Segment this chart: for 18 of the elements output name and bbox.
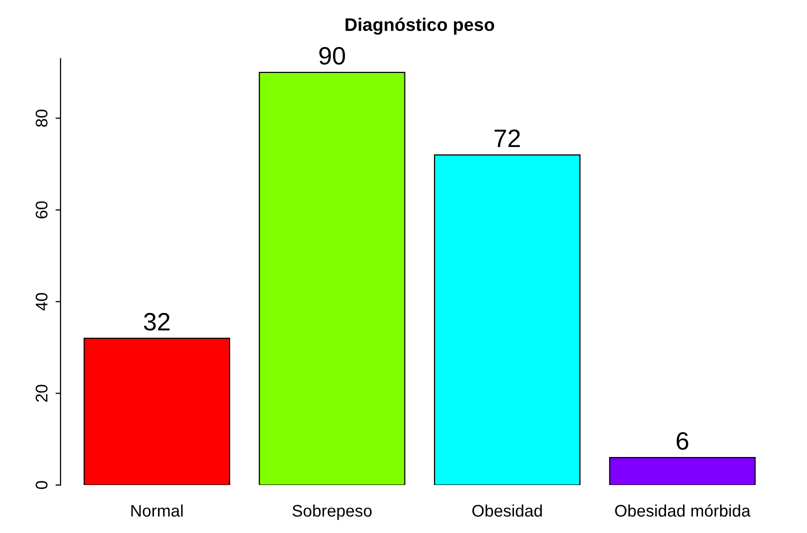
bar [609,456,756,486]
x-tick-label: Obesidad mórbida [615,504,751,517]
y-tick-label: 60 [36,201,48,218]
bar [84,338,230,486]
y-tick-label: 0 [36,481,48,490]
y-tick-label: 20 [36,384,48,402]
y-tick-label: 80 [36,110,48,127]
data-label: 32 [144,312,170,331]
x-tick-label: Normal [131,504,183,517]
bar [258,72,406,486]
data-label: 90 [319,46,345,65]
data-label: 6 [676,432,688,450]
x-tick-label: Obesidad [472,504,542,517]
chart-title: Diagnóstico peso [346,18,494,35]
data-label: 72 [494,129,520,147]
bar [434,154,580,486]
x-tick-label: Sobrepeso [292,504,372,520]
y-tick-label: 40 [36,293,48,311]
